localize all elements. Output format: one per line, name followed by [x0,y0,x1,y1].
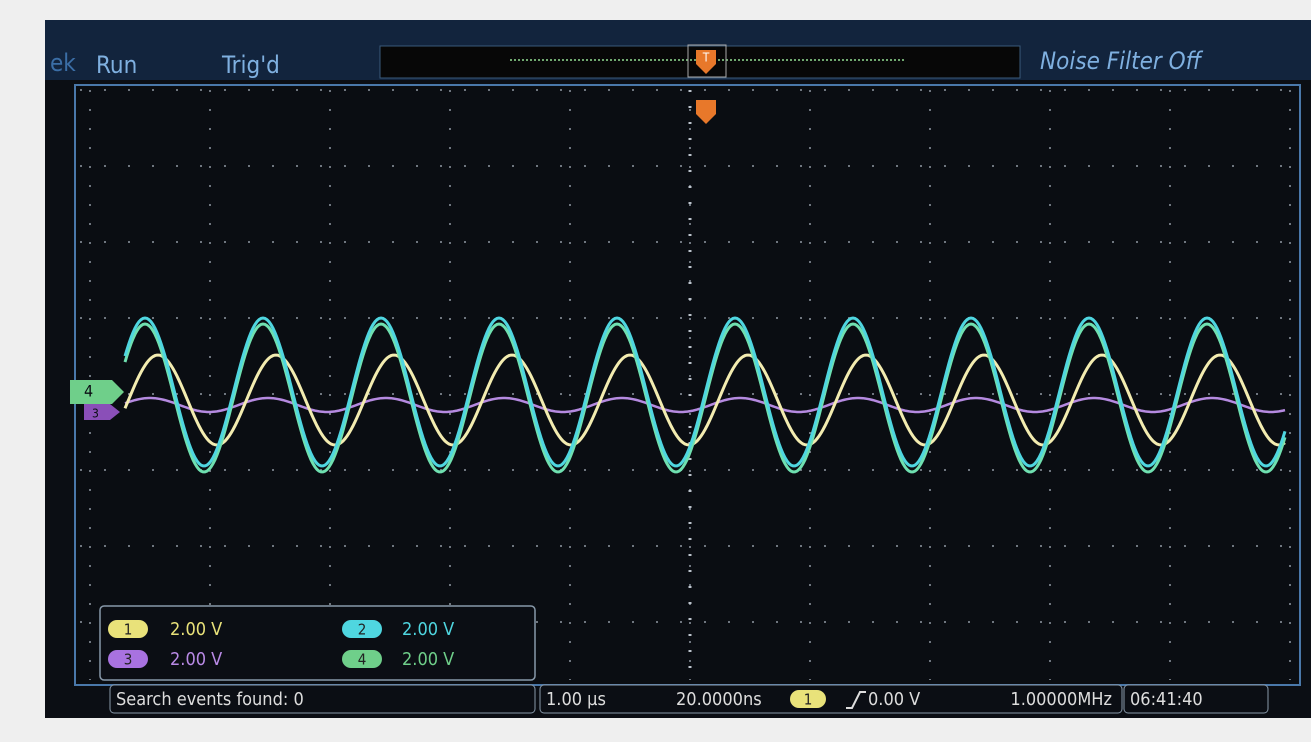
waveforms [123,316,1287,474]
frequency: 1.00000MHz [1010,689,1112,710]
trigger-position-marker [696,100,716,124]
record-window [687,44,727,78]
ch1-trace [123,353,1286,447]
ch3-marker-label: 3 [92,407,99,421]
ch3-marker [84,404,120,420]
trigger-state: Trig'd [221,51,280,79]
trigger-source: 1 [804,691,813,709]
trigger-slope-icon [846,691,866,709]
channel-panel [99,605,536,681]
ch2-badge [342,620,382,638]
ch4-label: 4 [358,651,367,669]
trigger-marker-label: T [702,51,710,65]
horizontal-trigger-box [539,684,1123,714]
clock-box [1123,684,1269,714]
trigger-marker [696,50,716,74]
trigger-source-badge [790,690,826,708]
ch3-trace [124,396,1286,414]
ch4-badge [342,650,382,668]
search-status: Search events found: 0 [116,689,304,710]
graticule-frame [74,84,1301,686]
ch4-marker-label: 4 [84,382,93,401]
trigger-level: 0.00 V [868,689,920,710]
ch1-scale: 2.00 V [170,619,222,640]
ch1-label: 1 [124,621,133,639]
ch3-scale: 2.00 V [170,649,222,670]
clock: 06:41:40 [1130,689,1203,710]
ch3-label: 3 [124,651,133,669]
horizontal-position: 20.0000ns [676,689,762,710]
ch4-scale: 2.00 V [402,649,454,670]
ch2-label: 2 [358,621,367,639]
timebase: 1.00 µs [546,689,606,710]
ch4-marker [70,380,124,404]
ch3-badge [108,650,148,668]
brand: ek [50,49,76,77]
run-state: Run [96,51,137,79]
ch2-scale: 2.00 V [402,619,454,640]
search-box [109,684,536,714]
ch1-badge [108,620,148,638]
noise-filter: Noise Filter Off [1040,47,1204,75]
ch2-trace [123,316,1287,468]
